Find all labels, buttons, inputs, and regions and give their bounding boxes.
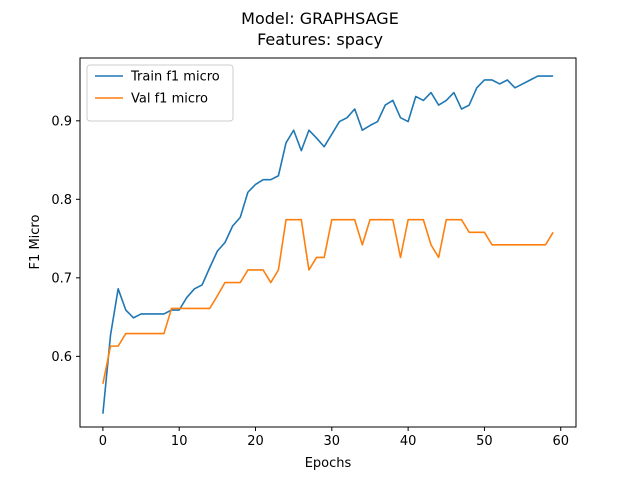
legend-box: [86, 64, 234, 122]
chart-subtitle: Features: spacy: [257, 30, 383, 49]
x-tick-label: 30: [324, 434, 341, 449]
x-tick-label: 20: [247, 434, 264, 449]
x-axis: 0 10 20 30 40 50 60: [99, 427, 569, 449]
x-tick-label: 40: [400, 434, 417, 449]
legend: Train f1 micro Val f1 micro: [86, 64, 234, 122]
y-tick-label: 0.7: [51, 271, 72, 286]
x-tick-label: 10: [171, 434, 188, 449]
chart-title: Model: GRAPHSAGE: [241, 9, 399, 28]
y-axis-label: F1 Micro: [28, 215, 43, 270]
plot-frame: [79, 57, 577, 428]
y-axis: 0.6 0.7 0.8 0.9: [51, 114, 80, 365]
x-tick-label: 60: [552, 434, 569, 449]
x-tick-label: 0: [99, 434, 107, 449]
y-tick-label: 0.9: [51, 114, 72, 129]
y-tick-label: 0.6: [51, 350, 72, 365]
plot-area: [102, 75, 554, 414]
legend-label: Train f1 micro: [130, 70, 220, 85]
series-line-train-f1-micro: [102, 75, 554, 414]
y-tick-label: 0.8: [51, 193, 72, 208]
x-tick-label: 50: [476, 434, 493, 449]
legend-label: Val f1 micro: [131, 92, 208, 107]
x-axis-label: Epochs: [305, 456, 352, 471]
series-line-val-f1-micro: [102, 218, 554, 384]
